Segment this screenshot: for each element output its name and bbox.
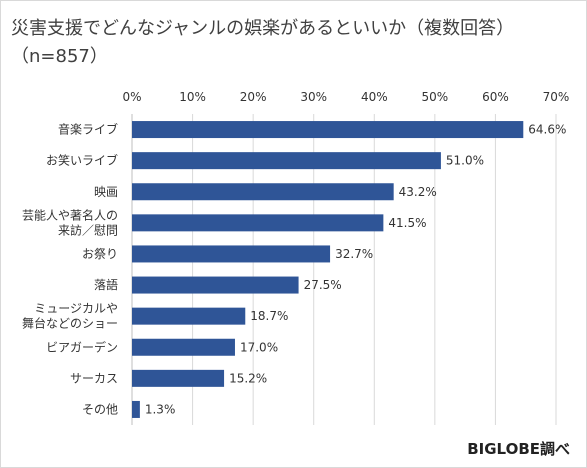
data-label: 32.7% <box>335 247 373 261</box>
bar <box>132 307 246 325</box>
data-label: 43.2% <box>399 185 437 199</box>
data-label: 41.5% <box>388 216 426 230</box>
data-label: 17.0% <box>240 340 278 354</box>
bar <box>132 183 394 201</box>
category-label: 芸能人や著名人の <box>22 207 118 222</box>
category-label: サーカス <box>70 371 118 385</box>
bar <box>132 369 225 387</box>
data-label: 51.0% <box>446 154 484 168</box>
bar <box>132 338 235 356</box>
data-label: 64.6% <box>528 123 566 137</box>
chart-title-line2: （n=857） <box>11 46 108 67</box>
data-label: 27.5% <box>304 278 342 292</box>
category-label: 音楽ライブ <box>58 122 118 137</box>
x-tick-label: 0% <box>122 90 141 104</box>
source-credit: BIGLOBE調べ <box>467 440 570 458</box>
category-label: お笑いライブ <box>46 153 118 168</box>
x-tick-label: 10% <box>179 90 206 104</box>
x-tick-label: 20% <box>240 90 267 104</box>
data-label: 1.3% <box>145 402 176 416</box>
x-tick-label: 30% <box>300 90 327 104</box>
category-label: 映画 <box>94 185 118 199</box>
category-label: その他 <box>82 402 118 416</box>
bar <box>132 121 524 139</box>
category-label: 舞台などのショー <box>22 316 118 331</box>
bar <box>132 276 299 294</box>
x-tick-label: 50% <box>422 90 449 104</box>
x-tick-label: 70% <box>543 90 570 104</box>
bar <box>132 214 384 232</box>
bar <box>132 245 331 263</box>
bar <box>132 152 441 170</box>
chart-title-line1: 災害支援でどんなジャンルの娯楽があるといいか（複数回答） <box>11 18 515 39</box>
category-label: ミュージカルや <box>34 302 118 316</box>
data-label: 18.7% <box>250 309 288 323</box>
category-label: 落語 <box>94 277 118 292</box>
data-label: 15.2% <box>229 371 267 385</box>
bar <box>132 400 140 418</box>
category-label: 来訪／慰問 <box>58 222 118 237</box>
chart-title: 災害支援でどんなジャンルの娯楽があるといいか（複数回答） （n=857） <box>11 15 571 71</box>
category-label: お祭り <box>82 247 118 261</box>
x-tick-label: 40% <box>361 90 388 104</box>
x-tick-label: 60% <box>482 90 509 104</box>
category-label: ビアガーデン <box>46 339 118 354</box>
